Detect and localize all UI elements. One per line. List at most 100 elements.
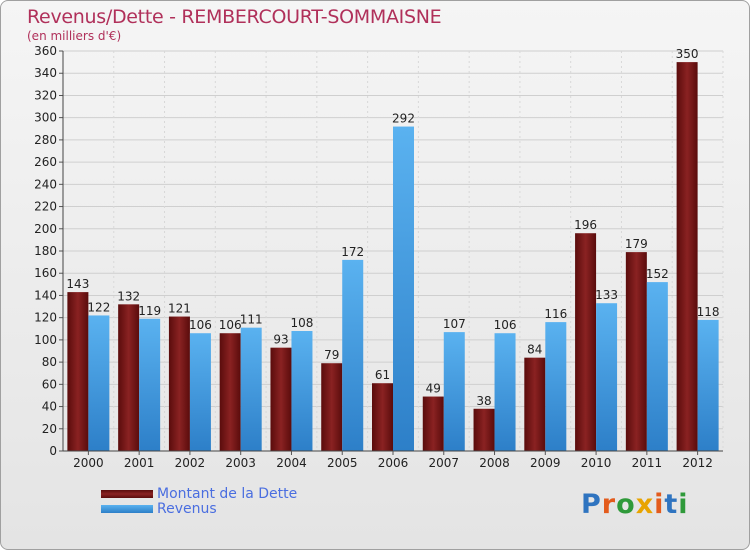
bar-debt xyxy=(473,408,495,451)
y-tick-label: 60 xyxy=(42,377,57,391)
y-tick-label: 240 xyxy=(34,177,57,191)
legend-label-revenue: Revenus xyxy=(157,500,217,517)
bar-debt xyxy=(168,316,190,451)
value-label-revenue: 119 xyxy=(138,304,161,318)
bar-debt xyxy=(625,252,647,451)
bar-revenue xyxy=(697,319,719,451)
y-tick-label: 220 xyxy=(34,200,57,214)
logo-letter: o xyxy=(616,489,636,520)
bar-revenue xyxy=(393,126,414,452)
x-tick-label: 2003 xyxy=(225,456,256,470)
legend-label-debt: Montant de la Dette xyxy=(157,485,298,502)
y-tick-label: 200 xyxy=(34,222,57,236)
value-label-debt: 61 xyxy=(375,368,390,382)
y-tick-label: 160 xyxy=(34,266,57,280)
value-label-debt: 84 xyxy=(527,343,542,357)
y-tick-label: 80 xyxy=(42,355,57,369)
x-tick-label: 2010 xyxy=(581,456,612,470)
bar-debt xyxy=(118,304,140,451)
bar-revenue xyxy=(443,332,465,451)
x-tick-label: 2002 xyxy=(175,456,206,470)
logo-letter: i xyxy=(678,489,689,520)
x-tick-label: 2000 xyxy=(73,456,104,470)
bar-debt xyxy=(67,292,89,451)
value-label-debt: 49 xyxy=(426,382,441,396)
value-label-revenue: 122 xyxy=(87,300,110,314)
x-tick-label: 2008 xyxy=(479,456,510,470)
y-tick-label: 120 xyxy=(34,311,57,325)
x-tick-label: 2007 xyxy=(428,456,459,470)
bar-revenue xyxy=(139,318,161,451)
bar-debt xyxy=(219,333,241,451)
y-tick-label: 100 xyxy=(34,333,57,347)
bar-debt xyxy=(575,233,597,451)
bar-debt xyxy=(524,357,546,451)
bar-revenue xyxy=(545,322,567,451)
value-label-revenue: 152 xyxy=(646,267,669,281)
bar-revenue xyxy=(342,259,364,451)
legend: Montant de la Dette Revenus xyxy=(101,485,298,517)
x-tick-label: 2004 xyxy=(276,456,307,470)
legend-item-revenue: Revenus xyxy=(101,500,297,517)
y-tick-label: 260 xyxy=(34,155,57,169)
y-tick-label: 140 xyxy=(34,288,57,302)
bar-debt xyxy=(372,383,393,451)
bar-debt xyxy=(270,347,292,451)
legend-item-debt: Montant de la Dette xyxy=(101,485,298,502)
value-label-revenue: 172 xyxy=(341,245,364,259)
logo-letter: r xyxy=(601,489,617,520)
value-label-revenue: 108 xyxy=(291,316,314,330)
y-tick-label: 320 xyxy=(34,88,57,102)
bar-revenue xyxy=(88,315,110,451)
value-label-debt: 93 xyxy=(273,333,288,347)
logo-letter: P xyxy=(581,489,602,520)
logo-letter: i xyxy=(654,489,665,520)
y-tick-label: 340 xyxy=(34,66,57,80)
bar-revenue xyxy=(291,331,313,451)
x-tick-label: 2006 xyxy=(378,456,409,470)
y-tick-label: 300 xyxy=(34,111,57,125)
chart-title: Revenus/Dette - REMBERCOURT-SOMMAISNE xyxy=(27,6,442,28)
logo-letter: t xyxy=(664,489,679,520)
value-label-revenue: 133 xyxy=(595,288,618,302)
bar-revenue xyxy=(240,327,262,451)
chart-subtitle: (en milliers d'€) xyxy=(27,29,122,43)
value-label-debt: 132 xyxy=(117,289,140,303)
logo-letter: x xyxy=(635,489,655,520)
x-tick-label: 2011 xyxy=(632,456,663,470)
y-tick-label: 40 xyxy=(42,400,57,414)
y-tick-label: 360 xyxy=(34,44,57,58)
value-label-debt: 79 xyxy=(324,348,339,362)
bar-revenue xyxy=(494,333,516,451)
value-label-debt: 106 xyxy=(219,318,242,332)
value-label-debt: 143 xyxy=(66,277,89,291)
x-tick-label: 2005 xyxy=(327,456,358,470)
x-tick-label: 2012 xyxy=(682,456,713,470)
bar-revenue xyxy=(189,333,211,451)
value-label-revenue: 107 xyxy=(443,317,466,331)
value-label-revenue: 106 xyxy=(494,318,517,332)
value-label-revenue: 118 xyxy=(697,305,720,319)
legend-swatch-debt xyxy=(101,489,153,498)
value-label-debt: 350 xyxy=(676,47,699,61)
value-label-debt: 179 xyxy=(625,237,648,251)
value-label-debt: 121 xyxy=(168,302,191,316)
legend-swatch-revenue xyxy=(101,504,153,513)
x-tick-label: 2009 xyxy=(530,456,561,470)
value-label-revenue: 111 xyxy=(240,313,263,327)
value-label-revenue: 116 xyxy=(544,307,567,321)
value-label-revenue: 292 xyxy=(392,112,415,126)
y-tick-label: 0 xyxy=(49,444,57,458)
y-tick-label: 280 xyxy=(34,133,57,147)
bar-revenue xyxy=(646,282,668,451)
bar-revenue xyxy=(596,303,618,451)
value-label-debt: 196 xyxy=(574,218,597,232)
y-tick-label: 20 xyxy=(42,422,57,436)
bar-debt xyxy=(676,62,698,451)
bar-debt xyxy=(321,363,343,451)
x-tick-label: 2001 xyxy=(124,456,155,470)
bar-debt xyxy=(422,396,444,451)
y-tick-label: 180 xyxy=(34,244,57,258)
